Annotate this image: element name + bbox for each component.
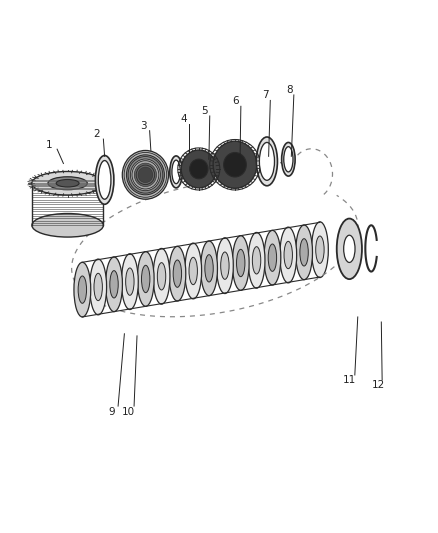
Ellipse shape — [98, 160, 111, 199]
Ellipse shape — [316, 236, 324, 263]
Ellipse shape — [252, 247, 261, 274]
Ellipse shape — [201, 241, 217, 296]
Ellipse shape — [94, 273, 102, 301]
Ellipse shape — [181, 150, 216, 188]
Ellipse shape — [126, 268, 134, 295]
Ellipse shape — [95, 156, 114, 204]
Ellipse shape — [172, 160, 180, 184]
Ellipse shape — [110, 271, 118, 298]
Ellipse shape — [282, 142, 295, 176]
Ellipse shape — [137, 252, 154, 306]
Ellipse shape — [127, 155, 164, 195]
Text: 3: 3 — [140, 120, 147, 131]
Ellipse shape — [157, 263, 166, 290]
Ellipse shape — [134, 163, 156, 187]
Text: 9: 9 — [109, 407, 115, 417]
Ellipse shape — [48, 177, 87, 190]
Text: 5: 5 — [201, 106, 208, 116]
Ellipse shape — [232, 236, 249, 290]
Ellipse shape — [284, 241, 293, 269]
Ellipse shape — [280, 227, 297, 283]
Ellipse shape — [311, 222, 328, 278]
Text: 10: 10 — [122, 407, 135, 417]
Ellipse shape — [256, 137, 277, 186]
Ellipse shape — [170, 156, 182, 188]
Ellipse shape — [122, 150, 169, 199]
Ellipse shape — [131, 159, 160, 191]
Ellipse shape — [337, 219, 362, 279]
Ellipse shape — [185, 243, 201, 299]
Ellipse shape — [32, 214, 103, 237]
Text: 2: 2 — [94, 129, 100, 139]
Ellipse shape — [224, 152, 246, 177]
Text: 11: 11 — [343, 375, 356, 385]
Ellipse shape — [153, 248, 170, 304]
Ellipse shape — [32, 172, 103, 195]
Text: 1: 1 — [46, 140, 52, 150]
Ellipse shape — [121, 254, 138, 310]
Ellipse shape — [189, 257, 198, 285]
Ellipse shape — [268, 244, 277, 271]
Ellipse shape — [221, 252, 229, 279]
Ellipse shape — [169, 246, 186, 301]
Ellipse shape — [173, 260, 182, 287]
Ellipse shape — [300, 239, 308, 266]
Text: 7: 7 — [262, 91, 268, 100]
Ellipse shape — [90, 259, 106, 315]
Ellipse shape — [213, 141, 257, 188]
Ellipse shape — [78, 276, 87, 303]
Ellipse shape — [344, 235, 355, 262]
Ellipse shape — [74, 262, 91, 317]
Ellipse shape — [237, 249, 245, 277]
Text: 12: 12 — [372, 380, 385, 390]
Ellipse shape — [216, 238, 233, 294]
Ellipse shape — [259, 142, 275, 180]
Ellipse shape — [190, 159, 208, 179]
Text: 6: 6 — [233, 96, 239, 106]
Ellipse shape — [205, 255, 213, 282]
Ellipse shape — [106, 257, 123, 312]
Ellipse shape — [296, 225, 312, 280]
Ellipse shape — [264, 230, 281, 285]
Ellipse shape — [284, 147, 293, 172]
Text: 4: 4 — [180, 115, 187, 124]
Ellipse shape — [138, 167, 153, 183]
Ellipse shape — [248, 232, 265, 288]
Ellipse shape — [56, 180, 79, 187]
Ellipse shape — [141, 265, 150, 293]
Text: 8: 8 — [286, 85, 293, 95]
